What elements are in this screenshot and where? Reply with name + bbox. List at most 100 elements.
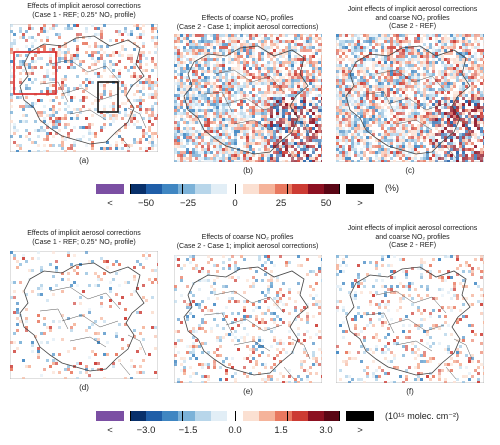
colorbar-top-tick: 50 (320, 198, 332, 209)
panel-b: Effects of coarse NO₂ profiles (Case 2 -… (165, 0, 330, 175)
colorbar-swatch (170, 184, 179, 194)
panel-c: Joint effects of implicit aerosol correc… (330, 0, 495, 175)
colorbar-bottom-tick: −3.0 (136, 425, 156, 436)
panel-d-title: Effects of implicit aerosol corrections … (27, 230, 141, 246)
map-b (174, 34, 322, 162)
panel-c-title: Joint effects of implicit aerosol correc… (347, 6, 478, 30)
map-d (10, 251, 158, 379)
colorbar-bottom-tick: 3.0 (319, 425, 333, 436)
colorbar-swatch (275, 411, 284, 421)
colorbar-tickmark (286, 184, 288, 194)
panel-f-label: (f) (406, 387, 414, 396)
colorbar-swatch (210, 184, 220, 194)
panel-b-label: (b) (243, 166, 253, 175)
colorbar-swatch (210, 411, 220, 421)
colorbar-swatch (315, 411, 325, 421)
colorbar-tickmark (130, 184, 131, 194)
colorbar-bottom: (10¹⁵ molec. cm⁻²) < −3.0 −1.5 0.0 1.5 3… (0, 405, 500, 443)
colorbar-swatch (162, 184, 171, 194)
colorbar-bottom-over-label: > (357, 425, 363, 436)
colorbar-bottom-tick: 0.0 (228, 425, 242, 436)
panel-f-title: Joint effects of implicit aerosol correc… (347, 225, 478, 249)
colorbar-swatch (251, 184, 260, 194)
colorbar-swatch (146, 184, 155, 194)
colorbar-swatch (243, 411, 252, 421)
colorbar-swatch (299, 184, 309, 194)
colorbar-swatch (130, 411, 139, 421)
map-f (336, 255, 484, 383)
colorbar-top-scale (130, 184, 341, 194)
colorbar-tickmark (234, 184, 236, 194)
colorbar-swatch (218, 411, 228, 421)
panel-e-title: Effects of coarse NO₂ profiles (Case 2 -… (176, 234, 319, 250)
colorbar-swatch (291, 411, 301, 421)
colorbar-swatch (186, 184, 196, 194)
colorbar-swatch (299, 411, 309, 421)
colorbar-top-tick: −50 (137, 198, 155, 209)
colorbar-swatch (226, 411, 236, 421)
colorbar-swatch (138, 411, 147, 421)
colorbar-top-under (96, 184, 124, 194)
colorbar-top-over (346, 184, 374, 194)
colorbar-swatch (323, 411, 333, 421)
colorbar-tickmark (339, 411, 340, 421)
colorbar-swatch (251, 411, 260, 421)
colorbar-swatch (202, 184, 212, 194)
colorbar-swatch (267, 411, 276, 421)
colorbar-swatch (243, 184, 252, 194)
colorbar-swatch (202, 411, 212, 421)
colorbar-swatch (138, 184, 147, 194)
panel-e: Effects of coarse NO₂ profiles (Case 2 -… (165, 225, 330, 397)
colorbar-top-over-label: > (357, 198, 363, 209)
colorbar-tickmark (130, 411, 131, 421)
panel-c-label: (c) (405, 166, 415, 175)
colorbar-swatch (226, 184, 236, 194)
colorbar-bottom-under-label: < (107, 425, 113, 436)
colorbar-swatch (235, 184, 244, 194)
colorbar-swatch (259, 184, 268, 194)
colorbar-bottom-under (96, 411, 124, 421)
panel-e-label: (e) (243, 387, 253, 396)
panel-a: Effects of implicit aerosol corrections … (8, 0, 160, 170)
panel-a-title: Effects of implicit aerosol corrections … (27, 3, 141, 19)
panel-d: Effects of implicit aerosol corrections … (8, 225, 160, 397)
colorbar-swatch (186, 411, 196, 421)
map-c (336, 34, 484, 162)
colorbar-swatch (235, 411, 244, 421)
colorbar-bottom-scale (130, 411, 341, 421)
colorbar-top-tick: 25 (275, 198, 287, 209)
colorbar-swatch (331, 184, 341, 194)
region-box-black (97, 81, 119, 113)
colorbar-tickmark (234, 411, 236, 421)
colorbar-tickmark (182, 411, 184, 421)
colorbar-swatch (331, 411, 341, 421)
colorbar-swatch (275, 184, 284, 194)
colorbar-swatch (218, 184, 228, 194)
colorbar-bottom-over (346, 411, 374, 421)
colorbar-swatch (162, 411, 171, 421)
colorbar-bottom-unit: (10¹⁵ molec. cm⁻²) (385, 411, 459, 421)
panel-a-label: (a) (79, 156, 89, 165)
colorbar-swatch (130, 184, 139, 194)
colorbar-swatch (267, 184, 276, 194)
colorbar-top-tick: −25 (179, 198, 197, 209)
colorbar-swatch (194, 411, 204, 421)
colorbar-swatch (146, 411, 155, 421)
panel-b-title: Effects of coarse NO₂ profiles (Case 2 -… (176, 15, 319, 31)
region-box-red (13, 51, 57, 95)
colorbar-swatch (194, 184, 204, 194)
panel-f: Joint effects of implicit aerosol correc… (330, 225, 495, 397)
colorbar-bottom-tick: −1.5 (178, 425, 198, 436)
colorbar-swatch (315, 184, 325, 194)
colorbar-tickmark (286, 411, 288, 421)
colorbar-tickmark (182, 184, 184, 194)
colorbar-swatch (154, 411, 163, 421)
colorbar-swatch (170, 411, 179, 421)
colorbar-swatch (307, 184, 317, 194)
colorbar-swatch (154, 184, 163, 194)
colorbar-swatch (291, 184, 301, 194)
colorbar-tickmark (339, 184, 340, 194)
map-e (174, 255, 322, 383)
colorbar-top-under-label: < (107, 198, 113, 209)
colorbar-top: (%) < −50 −25 0 25 50 > (0, 180, 500, 215)
